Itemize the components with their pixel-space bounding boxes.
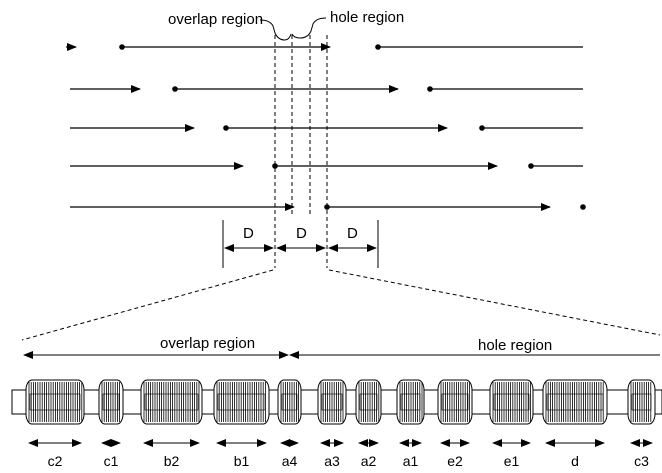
spacer-block — [423, 389, 439, 415]
sequence-start-dots — [119, 44, 586, 210]
spacer-block — [11, 389, 27, 415]
coil-label: b1 — [234, 453, 250, 469]
spacer-block — [83, 389, 100, 415]
coil-label: e2 — [447, 453, 463, 469]
hole-region-label-top: hole region — [330, 9, 404, 26]
spacer-block — [201, 389, 215, 415]
coil-a2 — [355, 379, 382, 425]
coil-label: a1 — [403, 453, 419, 469]
overlap-region-label-bottom: overlap region — [160, 335, 255, 352]
spacer-block — [380, 389, 398, 415]
dimension-label-3: D — [347, 225, 358, 242]
overlap-region-label-top: overlap region — [168, 11, 263, 28]
spacer-block — [471, 389, 491, 415]
dimension-markers — [222, 220, 379, 268]
coil-label: c2 — [48, 453, 63, 469]
sequence-rows — [66, 43, 583, 211]
region-boundaries — [274, 35, 328, 268]
coil-c3 — [627, 379, 656, 425]
coil-label: c1 — [104, 453, 119, 469]
spacer-block — [654, 389, 662, 415]
coil-label: a2 — [361, 453, 377, 469]
coil-b2 — [140, 379, 203, 425]
spacer-block — [606, 389, 629, 415]
coil-e1 — [489, 379, 534, 425]
coil-a1 — [396, 379, 425, 425]
coil-b1 — [213, 379, 270, 425]
hole-brace-top — [291, 17, 327, 39]
coil-c1 — [98, 379, 124, 425]
coil-label: a4 — [282, 453, 298, 469]
coil-label: a3 — [324, 453, 340, 469]
spacer-block — [300, 389, 319, 415]
zoom-projection-lines — [21, 269, 661, 341]
spacer-block — [122, 389, 142, 415]
hole-region-label-bottom: hole region — [478, 337, 552, 354]
dimension-label-1: D — [243, 225, 254, 242]
spacer-block — [345, 389, 357, 415]
coil-labels: c2 c1 b2 b1 a4 a3 a2 a1 e2 e1 d c3 — [48, 453, 650, 469]
spacer-block — [532, 389, 544, 415]
coil-c2 — [25, 379, 85, 425]
coil-d — [542, 379, 608, 425]
coil-a4 — [277, 379, 302, 425]
dimension-label-2: D — [296, 225, 307, 242]
coil-label: c3 — [634, 453, 649, 469]
coil-a3 — [317, 379, 347, 425]
coil-strip — [11, 379, 662, 425]
coil-label: b2 — [164, 453, 180, 469]
coil-label: e1 — [504, 453, 520, 469]
spacer-block — [268, 389, 279, 415]
coil-e2 — [437, 379, 473, 425]
coil-label: d — [571, 453, 579, 469]
overlap-brace-top — [259, 19, 292, 41]
